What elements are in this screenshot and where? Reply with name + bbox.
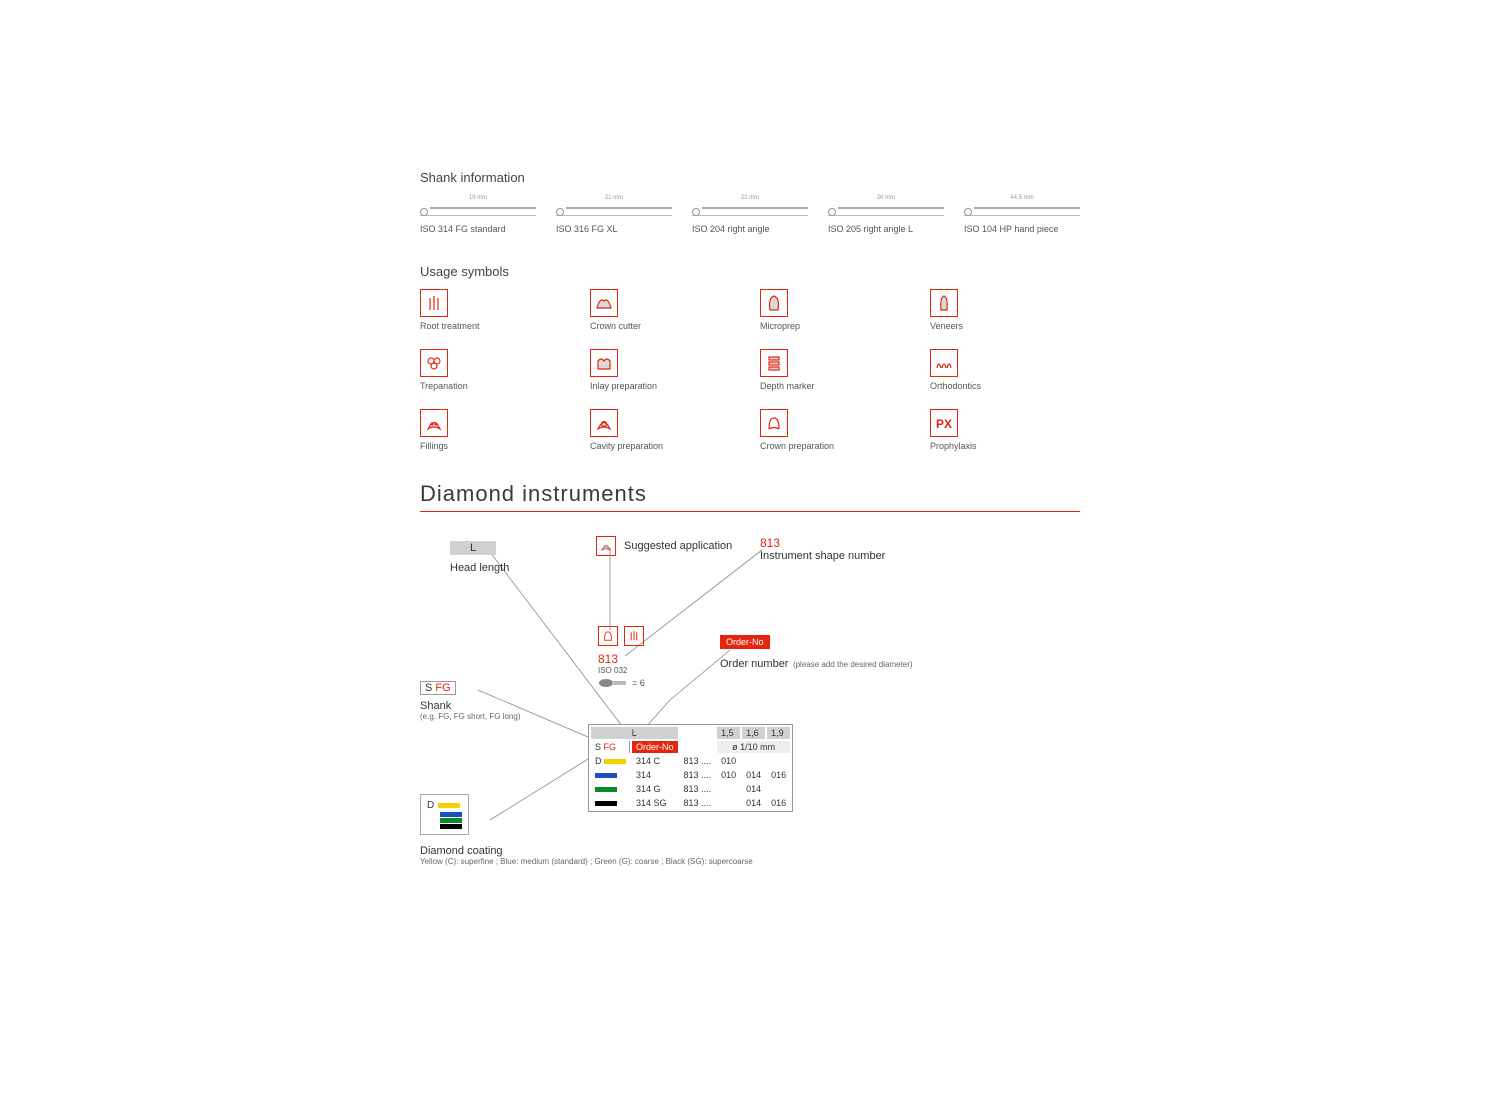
usage-item: PXProphylaxis [930, 409, 1080, 451]
red-rule [420, 511, 1080, 512]
trepan-icon [420, 349, 448, 377]
usage-item: Fillings [420, 409, 570, 451]
product-iso: ISO 032 [598, 666, 645, 675]
usage-item: Orthodontics [930, 349, 1080, 391]
crowncut-icon [590, 289, 618, 317]
product-num: 813 [598, 652, 645, 666]
product-qty: = 6 [632, 678, 645, 688]
shank-sub: (e.g. FG, FG short, FG long) [420, 712, 520, 721]
headlength-chip: L [450, 541, 496, 555]
usage-item: Cavity preparation [590, 409, 740, 451]
shank-item: 21 mmISO 316 FG XL [556, 195, 672, 234]
usage-symbols-title: Usage symbols [420, 264, 1080, 279]
coating-legend: Yellow (C): superfine ; Blue: medium (st… [420, 857, 753, 866]
shapeno-callout: 813 Instrument shape number [760, 536, 885, 562]
suggested-callout: Suggested application [596, 536, 732, 556]
coating-box: D [420, 794, 469, 835]
order-label: Order number [720, 658, 788, 670]
twin-icons [598, 626, 646, 648]
bur-icon [598, 677, 628, 689]
coating-title: Diamond coating [420, 845, 753, 857]
shank-chip: S FG [420, 681, 456, 695]
explainer-diagram: L Head length Suggested application 813 … [420, 530, 1080, 890]
shank-item: 22 mmISO 204 right angle [692, 195, 808, 234]
usage-item: Crown cutter [590, 289, 740, 331]
headlength-callout: L Head length [450, 538, 509, 574]
shank-item: 26 mmISO 205 right angle L [828, 195, 944, 234]
product-block: 813 ISO 032 = 6 [598, 652, 645, 689]
shank-item: 44.5 mmISO 104 HP hand piece [964, 195, 1080, 234]
fillings-icon [420, 409, 448, 437]
twin-icon-1 [598, 626, 618, 646]
shank-label: Shank [420, 700, 520, 712]
inlay-icon [590, 349, 618, 377]
usage-item: Depth marker [760, 349, 910, 391]
usage-item: Inlay preparation [590, 349, 740, 391]
suggested-label: Suggested application [624, 540, 732, 552]
shank-info-title: Shank information [420, 170, 1080, 185]
depth-icon [760, 349, 788, 377]
usage-item: Microprep [760, 289, 910, 331]
px-icon: PX [930, 409, 958, 437]
diamond-title: Diamond instruments [420, 481, 1080, 507]
shank-row: 19 mmISO 314 FG standard 21 mmISO 316 FG … [420, 195, 1080, 234]
order-chip: Order-No [720, 635, 770, 649]
shank-item: 19 mmISO 314 FG standard [420, 195, 536, 234]
usage-item: Veneers [930, 289, 1080, 331]
order-callout: Order-No Order number (please add the de… [720, 632, 913, 672]
usage-item: Crown preparation [760, 409, 910, 451]
suggested-icon [596, 536, 616, 556]
usage-grid: Root treatment Crown cutter Microprep Venee… [420, 289, 1080, 451]
coating-callout: D Diamond coating Yellow (C): superfine … [420, 794, 753, 866]
ortho-icon [930, 349, 958, 377]
root-icon [420, 289, 448, 317]
shapeno-label: Instrument shape number [760, 550, 885, 562]
veneers-icon [930, 289, 958, 317]
shapeno-num: 813 [760, 536, 885, 550]
usage-item: Trepanation [420, 349, 570, 391]
order-sub: (please add the desired diameter) [793, 660, 913, 669]
microprep-icon [760, 289, 788, 317]
twin-icon-2 [624, 626, 644, 646]
headlength-label: Head length [450, 562, 509, 574]
usage-item: Root treatment [420, 289, 570, 331]
svg-text:PX: PX [936, 417, 952, 431]
cavity-icon [590, 409, 618, 437]
crownprep-icon [760, 409, 788, 437]
shank-callout: S FG Shank (e.g. FG, FG short, FG long) [420, 678, 520, 721]
